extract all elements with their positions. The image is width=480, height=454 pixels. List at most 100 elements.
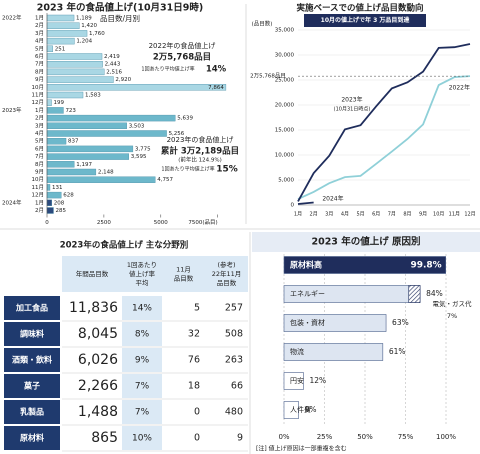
bar (46, 168, 97, 176)
month-label: 2月 (35, 22, 44, 29)
x-tick-label: 10月 (433, 212, 444, 218)
month-label: 2月 (35, 207, 44, 214)
bar (283, 343, 384, 361)
category-text: 乳製品 (20, 407, 44, 417)
year-label: 2022年 (2, 14, 22, 22)
month-label: 10月 (32, 84, 45, 91)
cell: 257 (225, 303, 243, 314)
annotation: (前年比 124.9%) (178, 156, 222, 164)
value-label: 1,197 (76, 162, 92, 168)
cell: 8,045 (78, 326, 118, 342)
value-label: 5,256 (169, 131, 185, 137)
bar (46, 153, 129, 160)
cell: 1,488 (78, 404, 118, 420)
callout-box (304, 14, 426, 27)
bar (46, 145, 134, 153)
x-tick-label: 1月 (294, 212, 302, 218)
bar (46, 99, 52, 106)
cell: 263 (225, 355, 243, 366)
month-label: 2月 (35, 115, 44, 122)
value-label: 4,757 (157, 177, 173, 183)
category-label: 原材料高 (290, 260, 322, 270)
series-line (297, 75, 471, 200)
month-label: 5月 (35, 45, 44, 52)
bar (46, 45, 53, 52)
value-label: 1,189 (76, 16, 92, 22)
bar (46, 176, 156, 183)
month-label: 6月 (35, 53, 44, 60)
header-cell: 品目数 (217, 278, 237, 287)
category-cell (4, 348, 60, 372)
bar (46, 76, 114, 83)
x-tick-label: 7500(品目) (188, 219, 217, 226)
category-cell (4, 426, 60, 450)
bar (46, 161, 75, 168)
value-label: 1,760 (89, 31, 105, 37)
cell: 9% (135, 356, 150, 366)
x-tick-label: 25% (317, 433, 333, 441)
bar (46, 137, 67, 145)
value-label: 285 (55, 208, 66, 214)
bar (46, 114, 176, 122)
cell: 5 (194, 303, 200, 314)
category-cell (4, 322, 60, 346)
header-cell: 11月 (176, 266, 191, 274)
chart-title: 実施ベースでの値上げ品目数動向 (296, 3, 423, 14)
bar (46, 184, 51, 191)
annotation: 2023年の食品値上げ (167, 135, 234, 144)
x-tick-label: 0 (45, 220, 49, 226)
category-text: 酒類・飲料 (12, 355, 52, 365)
category-label: エネルギー (290, 290, 325, 298)
value-label: 63% (392, 318, 409, 327)
header-cell: 値上げ率 (129, 269, 156, 278)
value-label: 61% (389, 347, 406, 356)
cell: 76 (188, 355, 200, 366)
series-label: 2023年 (341, 96, 362, 104)
x-tick-label: 5000 (154, 220, 168, 226)
chart-title: 2023 年の値上げ 原因別 (311, 236, 420, 248)
cell: 66 (231, 381, 243, 392)
rate-cell (122, 400, 162, 424)
rate-cell (122, 348, 162, 372)
x-tick-label: 8月 (403, 212, 411, 218)
month-label: 7月 (35, 61, 44, 68)
x-tick-label: 11月 (449, 212, 460, 218)
table-title: 2023年の食品値上げ 主な分野別 (60, 240, 189, 251)
x-tick-label: 7月 (388, 212, 396, 218)
month-label: 4月 (35, 38, 44, 45)
month-label: 6月 (35, 145, 44, 152)
header-cell: (参考) (217, 260, 235, 269)
category-text: 加工食品 (15, 303, 48, 313)
cell: 32 (188, 329, 200, 340)
value-label: 2,419 (104, 54, 120, 60)
series-line (297, 201, 314, 205)
y-tick-label: 0 (291, 203, 295, 209)
value-label: 723 (65, 108, 76, 114)
y-tick-label: 20,000 (275, 103, 295, 109)
value-label: 2,148 (98, 170, 114, 176)
header-cell: 平均 (136, 278, 150, 287)
y-tick-label: 15,000 (275, 128, 295, 134)
series-line (297, 43, 471, 202)
bar (46, 84, 227, 91)
chart-subtitle: 品目数/月別 (100, 13, 140, 23)
value-label: 1,583 (85, 93, 101, 99)
callout-text: 10月の値上げで年 3 万品目到達 (321, 16, 411, 24)
category-label: 人件費 (290, 405, 311, 414)
bar (46, 68, 105, 76)
value-label: 1,204 (76, 39, 92, 45)
bar (46, 30, 88, 37)
category-cell (4, 296, 60, 320)
month-label: 3月 (35, 30, 44, 37)
breakdown-label: 電気・ガス代 (433, 299, 473, 308)
bar (46, 37, 75, 45)
value-label: 837 (68, 139, 79, 145)
x-tick-label: 50% (357, 433, 373, 441)
series-label: 2024年 (322, 195, 343, 203)
year-label: 2023年 (2, 106, 22, 114)
x-tick-label: 2月 (310, 212, 318, 218)
bar (46, 199, 52, 207)
annotation: 14% (206, 65, 227, 75)
cell: 9 (237, 433, 243, 444)
